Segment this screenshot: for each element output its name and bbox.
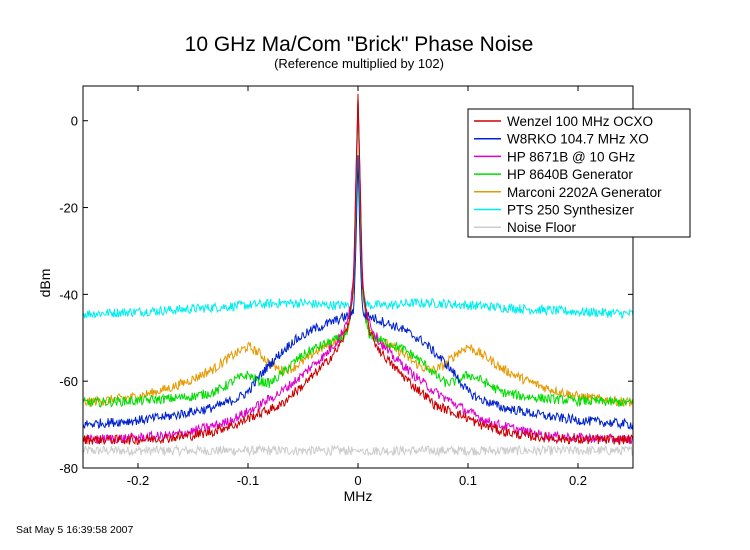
axis-ticks: -0.2 -0.1 0 0.1 0.2 0 -20 -40 -60 -80: [59, 86, 633, 488]
legend-label: W8RKO 104.7 MHz XO: [507, 132, 649, 147]
chart-subtitle: (Reference multiplied by 102): [274, 56, 444, 71]
y-tick-label: -20: [59, 201, 78, 216]
x-axis-label: MHz: [344, 488, 373, 504]
x-tick-label: 0.1: [459, 473, 477, 488]
legend-label: Noise Floor: [507, 220, 577, 235]
timestamp: Sat May 5 16:39:58 2007: [16, 524, 133, 536]
x-tick-label: -0.1: [237, 473, 259, 488]
y-tick-label: -80: [59, 461, 78, 476]
y-tick-label: 0: [71, 114, 78, 129]
y-tick-label: -60: [59, 374, 78, 389]
legend: Wenzel 100 MHz OCXO W8RKO 104.7 MHz XO HP …: [467, 108, 691, 238]
y-axis-label: dBm: [37, 269, 53, 298]
legend-label: HP 8640B Generator: [507, 167, 633, 182]
series-line-noise-floor: [82, 444, 634, 458]
legend-box: [467, 108, 691, 238]
legend-label: Wenzel 100 MHz OCXO: [507, 114, 653, 129]
series-layer: [82, 93, 634, 458]
x-tick-label: -0.2: [127, 473, 149, 488]
legend-label: HP 8671B @ 10 GHz: [507, 149, 636, 164]
x-tick-label: 0.2: [569, 473, 587, 488]
x-tick-label: 0: [354, 473, 361, 488]
chart-title: 10 GHz Ma/Com "Brick" Phase Noise: [185, 33, 534, 56]
legend-label: Marconi 2202A Generator: [507, 185, 662, 200]
series-line-w8rko-104-7-mhz-xo: [82, 155, 634, 431]
y-tick-label: -40: [59, 287, 78, 302]
series-line-wenzel-100-mhz-ocxo: [82, 93, 634, 446]
legend-label: PTS 250 Synthesizer: [507, 203, 634, 218]
